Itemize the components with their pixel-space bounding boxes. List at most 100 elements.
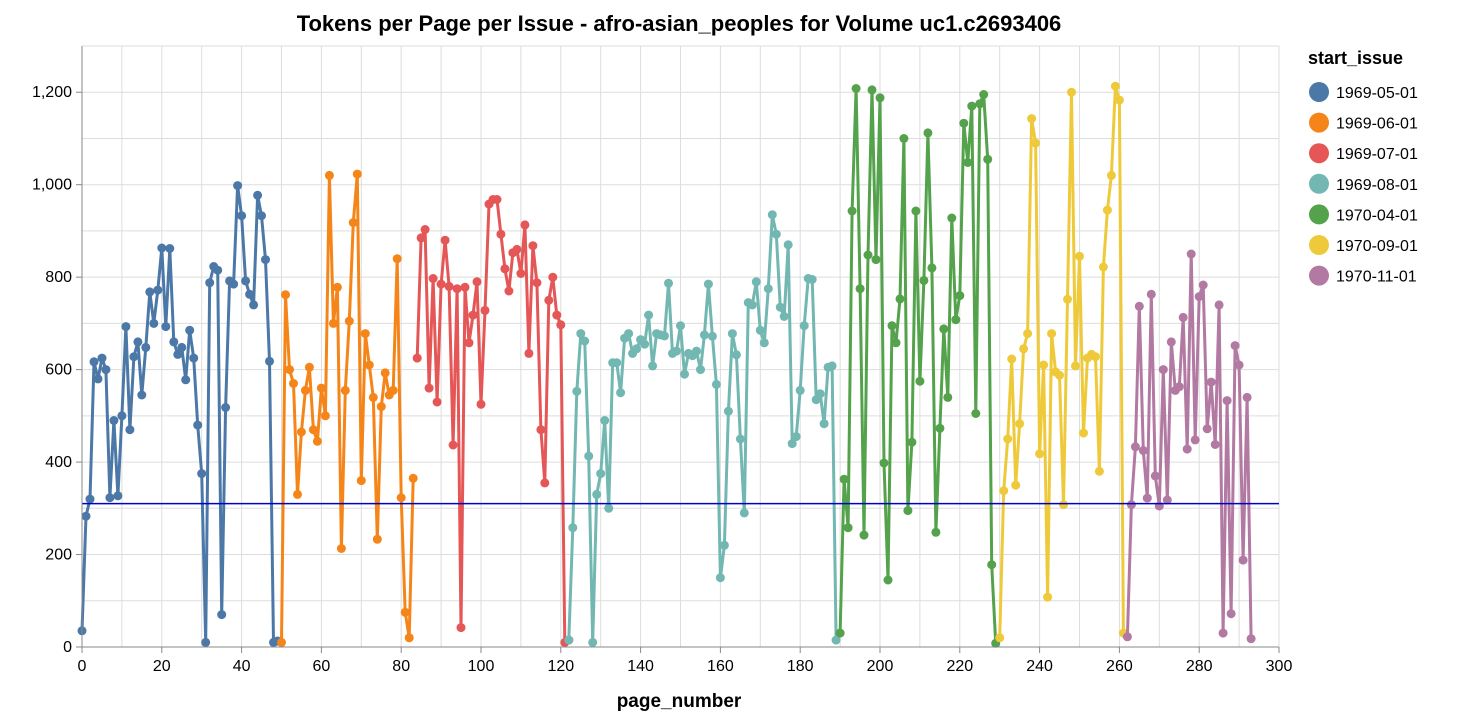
data-point xyxy=(137,390,147,400)
data-point xyxy=(835,628,845,638)
data-point xyxy=(428,274,438,283)
data-point xyxy=(265,356,274,366)
data-point xyxy=(89,357,99,367)
x-tick-label: 120 xyxy=(547,658,574,675)
data-point xyxy=(1130,442,1140,452)
legend: start_issue 1969-05-01 1969-06-01 1969-07-… xyxy=(1308,48,1418,286)
data-point xyxy=(300,385,310,395)
data-point xyxy=(452,284,462,294)
x-tick-label: 0 xyxy=(78,658,87,675)
data-point xyxy=(943,392,953,402)
data-point xyxy=(819,419,829,429)
data-point xyxy=(233,181,243,191)
x-tick-label: 300 xyxy=(1266,658,1293,675)
data-point xyxy=(217,610,227,620)
data-point xyxy=(771,229,781,239)
data-point xyxy=(947,213,957,223)
data-point xyxy=(153,285,163,295)
data-point xyxy=(512,244,522,254)
series-line xyxy=(1125,252,1253,639)
data-point xyxy=(779,311,789,321)
data-point xyxy=(496,229,506,239)
data-point xyxy=(907,437,917,447)
data-point xyxy=(959,118,969,128)
data-point xyxy=(1154,501,1164,511)
data-point xyxy=(672,346,681,356)
data-point xyxy=(320,411,330,421)
data-point xyxy=(261,255,270,265)
x-tick-label: 280 xyxy=(1186,658,1213,675)
data-point xyxy=(336,544,346,553)
y-tick-label: 0 xyxy=(63,639,72,656)
data-point xyxy=(544,295,554,305)
data-point xyxy=(181,375,191,385)
data-point xyxy=(165,244,175,253)
x-tick-label: 80 xyxy=(392,658,410,675)
data-point xyxy=(1158,365,1168,375)
y-tick-label: 400 xyxy=(45,454,72,471)
data-point xyxy=(432,397,442,407)
data-point xyxy=(576,329,586,339)
data-point xyxy=(580,336,590,346)
data-point xyxy=(883,575,893,585)
data-point xyxy=(312,436,322,446)
data-point xyxy=(93,374,103,384)
x-tick-label: 60 xyxy=(313,658,331,675)
data-point xyxy=(1059,500,1068,510)
data-point xyxy=(1067,87,1076,97)
data-point xyxy=(1238,555,1248,565)
data-point xyxy=(715,573,725,583)
data-point xyxy=(572,386,582,396)
data-point xyxy=(173,349,183,359)
data-point xyxy=(253,190,263,200)
data-point xyxy=(504,286,514,296)
data-point xyxy=(791,432,801,442)
data-point xyxy=(532,278,542,288)
series-1969-07-01 xyxy=(412,195,574,647)
data-point xyxy=(903,506,913,516)
data-point xyxy=(1138,446,1148,455)
data-point xyxy=(1150,471,1160,481)
data-point xyxy=(887,321,897,331)
data-point xyxy=(588,637,598,647)
data-point xyxy=(1198,280,1208,290)
data-point xyxy=(763,284,773,294)
y-tick-label: 1,000 xyxy=(32,177,72,194)
data-point xyxy=(500,264,510,274)
data-point xyxy=(1098,262,1108,272)
data-point xyxy=(927,263,937,273)
legend-item: 1970-04-01 xyxy=(1309,204,1418,225)
x-tick-label: 160 xyxy=(707,658,734,675)
data-point xyxy=(436,279,446,289)
x-axis-title: page_number xyxy=(617,691,742,712)
data-point xyxy=(983,154,993,164)
data-point xyxy=(424,383,434,393)
data-point xyxy=(197,469,207,479)
data-point xyxy=(1071,361,1080,371)
data-point xyxy=(257,211,266,221)
data-point xyxy=(1035,449,1045,459)
data-point xyxy=(392,254,402,264)
data-point xyxy=(1174,382,1184,392)
data-point xyxy=(584,451,594,461)
data-point xyxy=(843,523,853,533)
data-point xyxy=(755,325,765,335)
data-point xyxy=(1222,396,1232,406)
data-point xyxy=(963,158,973,167)
data-point xyxy=(468,310,478,320)
data-point xyxy=(1206,377,1216,387)
data-point xyxy=(891,338,901,348)
data-point xyxy=(1079,428,1088,438)
data-point xyxy=(955,291,965,301)
data-point xyxy=(723,406,733,416)
data-point xyxy=(185,325,195,335)
data-point xyxy=(1023,329,1033,339)
data-point xyxy=(987,560,997,570)
data-point xyxy=(787,439,797,449)
data-point xyxy=(340,385,350,395)
series-1969-08-01 xyxy=(564,210,841,647)
data-point xyxy=(692,346,701,356)
data-point xyxy=(867,85,877,95)
data-point xyxy=(308,425,318,435)
